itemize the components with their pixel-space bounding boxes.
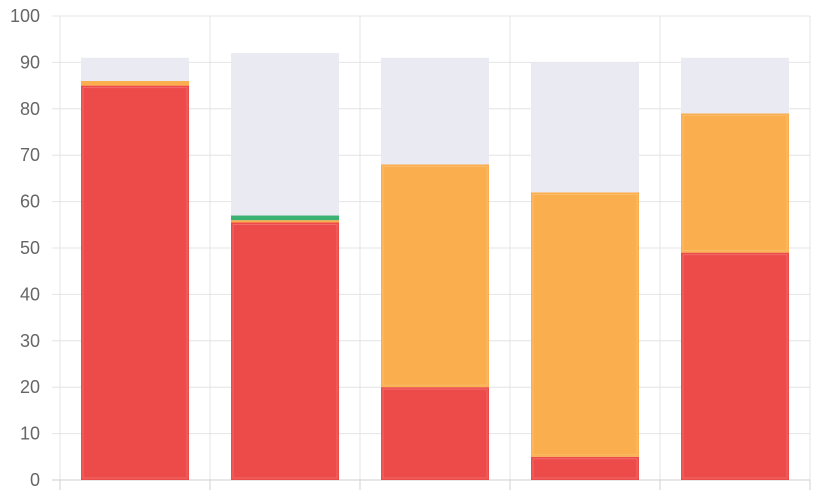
y-tick-label: 0 [30,470,40,490]
y-tick-label: 40 [20,284,40,304]
bar-segment [531,456,639,480]
y-tick-label: 70 [20,145,40,165]
bar-segment-border [82,87,188,479]
y-tick-label: 90 [20,52,40,72]
y-tick-label: 30 [20,331,40,351]
bar-segment [681,252,789,480]
bar-layer [81,53,789,481]
bar-segment [231,222,339,481]
tick-label-layer: 0 10 20 30 40 50 60 70 80 90 100 [10,6,40,490]
bar-segment [381,57,489,165]
y-tick-label: 20 [20,377,40,397]
bar-segment-border [682,254,788,479]
bar-segment-border [382,165,488,386]
y-tick-label: 10 [20,424,40,444]
bar-segment-border [382,388,488,479]
axis-layer [59,480,811,490]
bar-segment-border [682,114,788,252]
bar-segment-border [532,458,638,479]
bar-segment-border [532,193,638,456]
bar-segment [681,57,789,114]
bar-segment [81,80,189,86]
bar-segment [531,62,639,193]
bar-segment [231,215,339,221]
bar-segment-border [232,223,338,479]
y-tick-label: 60 [20,192,40,212]
bar-segment [231,53,339,216]
y-tick-label: 80 [20,99,40,119]
bar-segment [681,113,789,253]
bar-segment [381,387,489,480]
y-tick-label: 50 [20,238,40,258]
bar-segment [231,220,339,223]
y-tick-label: 100 [10,6,40,26]
bar-segment [381,164,489,388]
bar-segment [531,192,639,457]
bar-segment [81,57,189,81]
bar-segment [81,85,189,480]
